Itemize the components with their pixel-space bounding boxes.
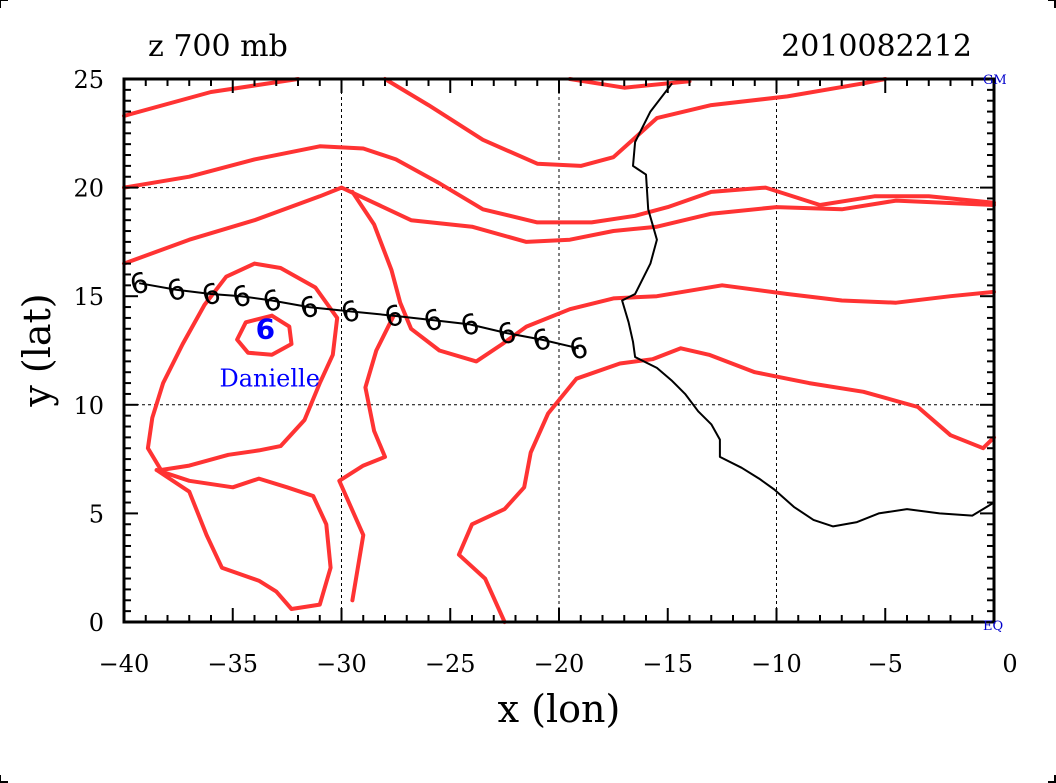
axis-ticks (123, 78, 995, 623)
track-point-marker: 6 (420, 302, 446, 338)
x-axis-label: x (lon) (498, 687, 621, 731)
corner-label-top-right: GM (983, 73, 1007, 88)
track-line (139, 282, 579, 350)
track-point-marker: 6 (529, 322, 555, 358)
y-tick-labels: 0 5 10 15 20 25 (73, 66, 104, 637)
height-contour-line (383, 77, 888, 168)
storm-center-marker: 6 (256, 313, 275, 346)
y-tick-label: 15 (73, 283, 104, 311)
height-contour-line (154, 468, 333, 611)
height-contour-line (350, 189, 996, 364)
height-contour-line (456, 346, 996, 624)
y-tick-label: 10 (73, 392, 104, 420)
track-point-marker: 6 (337, 294, 363, 330)
x-tick-labels: −40 −35 −30 −25 −20 −15 −10 −5 0 (99, 650, 1018, 678)
track-point-marker: 6 (457, 307, 483, 343)
y-tick-label: 5 (89, 500, 104, 528)
y-axis-label: y (lat) (15, 293, 59, 407)
height-contour-line (122, 185, 996, 266)
track-point-marker: 6 (229, 278, 255, 314)
x-tick-label: −25 (425, 650, 476, 678)
track-point-marker: 6 (163, 272, 189, 308)
x-tick-label: −15 (642, 650, 693, 678)
track-point-marker: 6 (566, 331, 592, 367)
field-level-title: z 700 mb (148, 29, 288, 64)
x-tick-label: −10 (751, 650, 802, 678)
timestamp-title: 2010082212 (781, 29, 972, 64)
x-tick-label: −30 (316, 650, 367, 678)
height-contour-line (145, 261, 340, 472)
x-tick-label: −5 (868, 650, 903, 678)
y-tick-label: 20 (73, 175, 104, 203)
height-contour-line (235, 313, 294, 357)
y-tick-label: 25 (73, 66, 104, 94)
coastline (621, 82, 995, 528)
grid-lines (124, 79, 994, 622)
height-contour-line (122, 77, 300, 118)
x-tick-label: 0 (1002, 650, 1017, 678)
x-tick-label: −40 (99, 650, 150, 678)
x-tick-label: −20 (534, 650, 585, 678)
y-tick-label: 0 (89, 609, 104, 637)
coastline-line (621, 82, 995, 528)
x-tick-label: −35 (207, 650, 258, 678)
storm-name-label: Danielle (219, 365, 319, 393)
corner-label-bottom-right: EQ (983, 619, 1003, 634)
height-contour-line (337, 313, 396, 603)
track-point-marker: 6 (296, 289, 322, 325)
height-contour-line (122, 144, 996, 225)
storm-marker-group: 6 Danielle (219, 313, 319, 393)
